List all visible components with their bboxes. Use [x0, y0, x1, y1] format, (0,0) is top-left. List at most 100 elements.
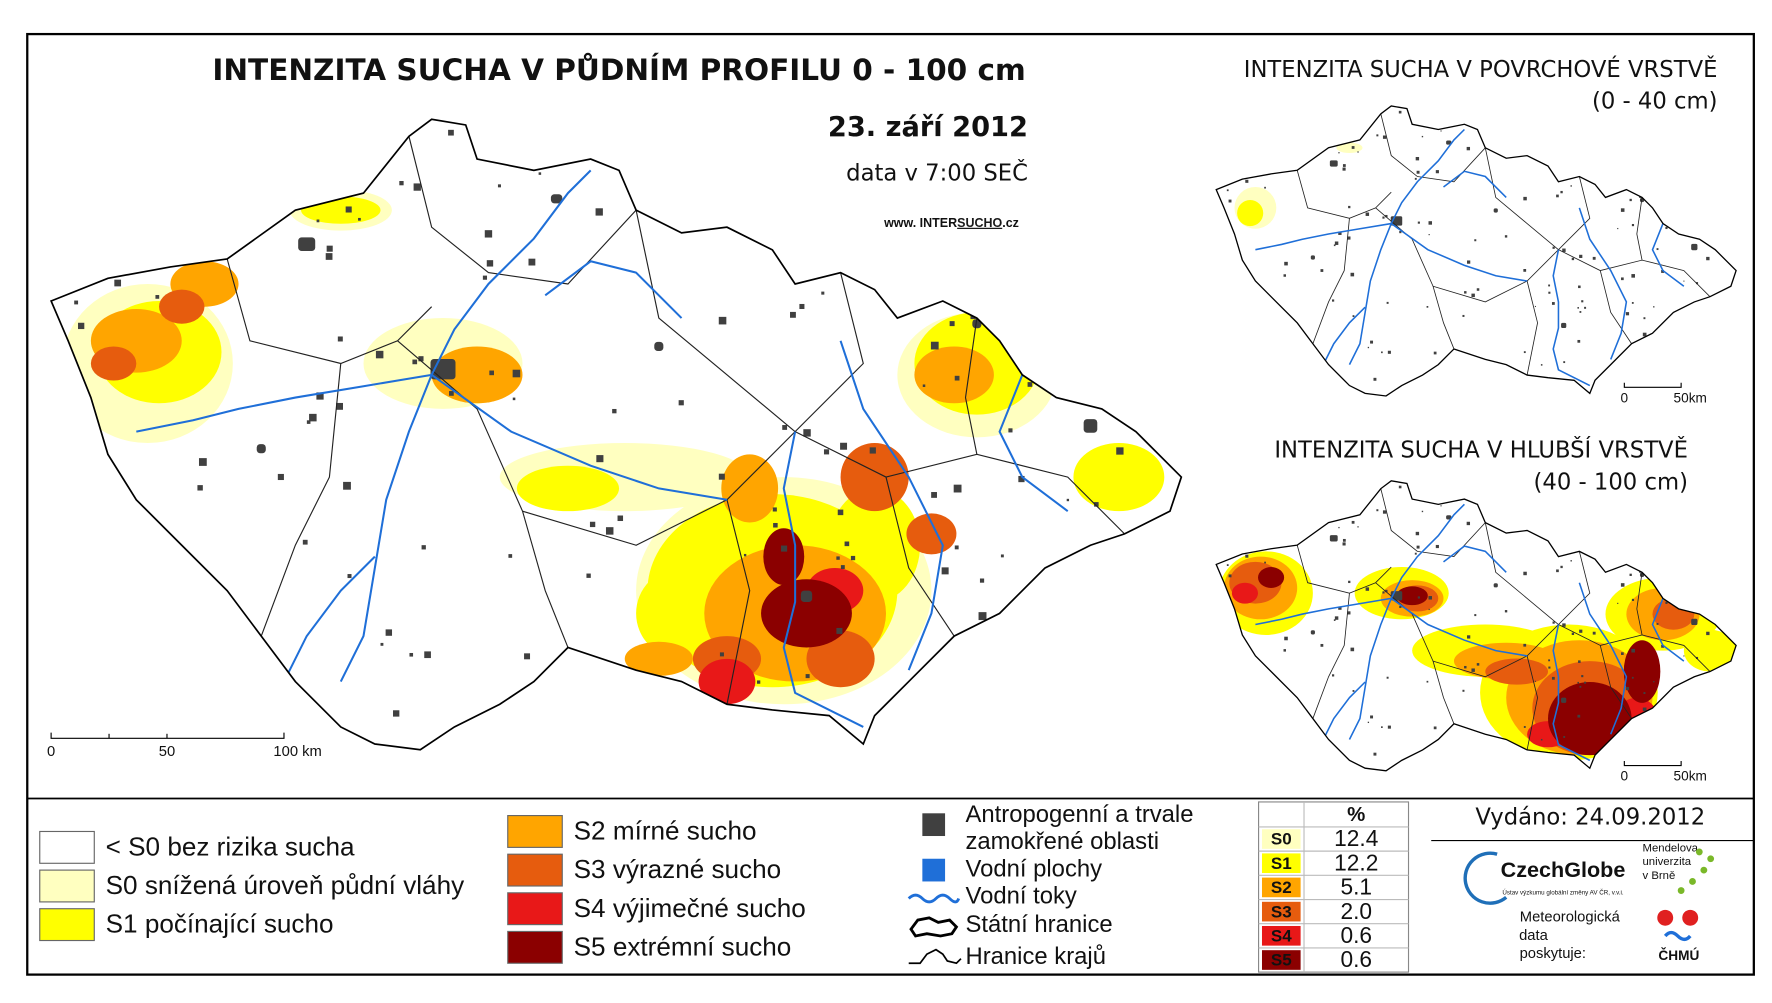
drought-area: [840, 443, 909, 512]
urban-area: [155, 295, 160, 299]
urban-area: [1523, 726, 1526, 728]
urban-area: [654, 341, 664, 351]
urban-area: [1683, 655, 1685, 657]
urban-area: [1540, 738, 1543, 741]
table-code: S2: [1271, 878, 1292, 897]
table-value: 5.1: [1340, 874, 1372, 900]
provider: poskytuje:: [1520, 946, 1586, 962]
urban-area: [1373, 377, 1377, 381]
drought-area: [1485, 658, 1549, 685]
urban-area: [1094, 502, 1099, 507]
urban-area: [790, 311, 796, 318]
urban-area: [1385, 589, 1388, 593]
urban-area: [412, 359, 418, 365]
urban-area: [1415, 531, 1420, 536]
urban-area: [1381, 726, 1383, 728]
symbol-river: [907, 893, 961, 904]
urban-area: [589, 521, 596, 528]
drought-area: [1623, 640, 1661, 703]
urban-area: [316, 392, 324, 400]
region-border: [1432, 551, 1591, 678]
urban-area: [1578, 660, 1581, 663]
urban-area: [512, 369, 521, 378]
inset-subtitle: (40 - 100 cm): [1534, 469, 1688, 495]
urban-area: [1665, 601, 1668, 604]
symbol-label: Vodní plochy: [966, 855, 1103, 882]
symbol-label: zamokřené oblasti: [966, 828, 1160, 855]
urban-area: [1284, 636, 1288, 641]
urban-area: [358, 217, 361, 221]
urban-area: [1523, 269, 1527, 272]
urban-area: [1706, 256, 1710, 261]
urban-area: [1577, 714, 1581, 718]
urban-area: [1577, 339, 1581, 343]
scale-label: 0: [47, 744, 55, 760]
river: [283, 555, 376, 682]
logo-wave: [1663, 930, 1692, 942]
drought-area: [698, 658, 756, 705]
urban-area: [837, 509, 844, 516]
region-border: [1636, 572, 1643, 636]
urban-area: [1643, 692, 1646, 694]
legend-swatch: [39, 830, 95, 864]
legend-swatch: [39, 869, 95, 903]
urban-area: [840, 442, 848, 450]
urban-area: [1347, 236, 1351, 240]
river: [1578, 207, 1628, 360]
url: www. INTERSUCHO.cz: [883, 216, 1019, 230]
urban-area: [1264, 561, 1266, 564]
region-border: [1558, 624, 1632, 719]
urban-area: [316, 219, 320, 223]
urban-area: [508, 554, 513, 558]
urban-area: [1579, 311, 1582, 313]
urban-area: [1385, 214, 1388, 218]
urban-area: [1414, 177, 1417, 180]
urban-area: [1245, 554, 1249, 558]
symbol-legend: Antropogenní a trvale zamokřené oblasti …: [907, 801, 1194, 970]
urban-area: [1466, 521, 1471, 526]
urban-area: [256, 444, 266, 454]
drought-area: [1258, 567, 1285, 588]
urban-area: [528, 258, 536, 266]
logo-czechglobe: CzechGlobe Ústav výzkumu globální změny …: [1463, 851, 1626, 905]
urban-area: [596, 455, 604, 463]
urban-area: [953, 484, 962, 493]
urban-area: [298, 237, 316, 252]
river: [1552, 624, 1591, 762]
urban-area: [1334, 241, 1339, 245]
river: [1578, 582, 1628, 735]
region-border: [1380, 488, 1486, 558]
urban-area: [1283, 274, 1286, 277]
urban-area: [1642, 332, 1647, 337]
legend-swatch: [507, 853, 563, 887]
logo-text: CzechGlobe: [1501, 857, 1626, 882]
urban-area: [1386, 301, 1389, 304]
river: [136, 373, 432, 433]
legend: < S0 bez rizika sucha S0 snížená úroveň p…: [39, 815, 806, 964]
logo-text: Mendelova: [1643, 843, 1699, 855]
region-border: [1312, 593, 1350, 719]
urban-area: [325, 253, 333, 260]
urban-area: [1398, 110, 1402, 114]
river: [544, 260, 683, 319]
urban-area: [1620, 208, 1625, 212]
urban-area: [941, 567, 949, 575]
scale-label: 50: [159, 744, 175, 760]
urban-area: [1563, 736, 1566, 738]
urban-area: [1621, 652, 1624, 655]
url-part: SUCHO: [957, 216, 1002, 230]
river: [839, 340, 944, 671]
urban-area: [1629, 198, 1632, 202]
drought-area: [90, 346, 137, 381]
urban-area: [489, 370, 494, 376]
drought-area: [516, 465, 620, 512]
symbol-label: Státní hranice: [966, 911, 1113, 938]
urban-area: [1226, 564, 1229, 566]
urban-area: [1331, 299, 1335, 302]
symbol-label: Vodní toky: [966, 883, 1077, 910]
river: [1322, 681, 1366, 740]
urban-area: [1643, 317, 1646, 320]
urban-area: [1440, 130, 1442, 132]
table-code: S0: [1271, 830, 1292, 849]
urban-area: [347, 574, 352, 579]
